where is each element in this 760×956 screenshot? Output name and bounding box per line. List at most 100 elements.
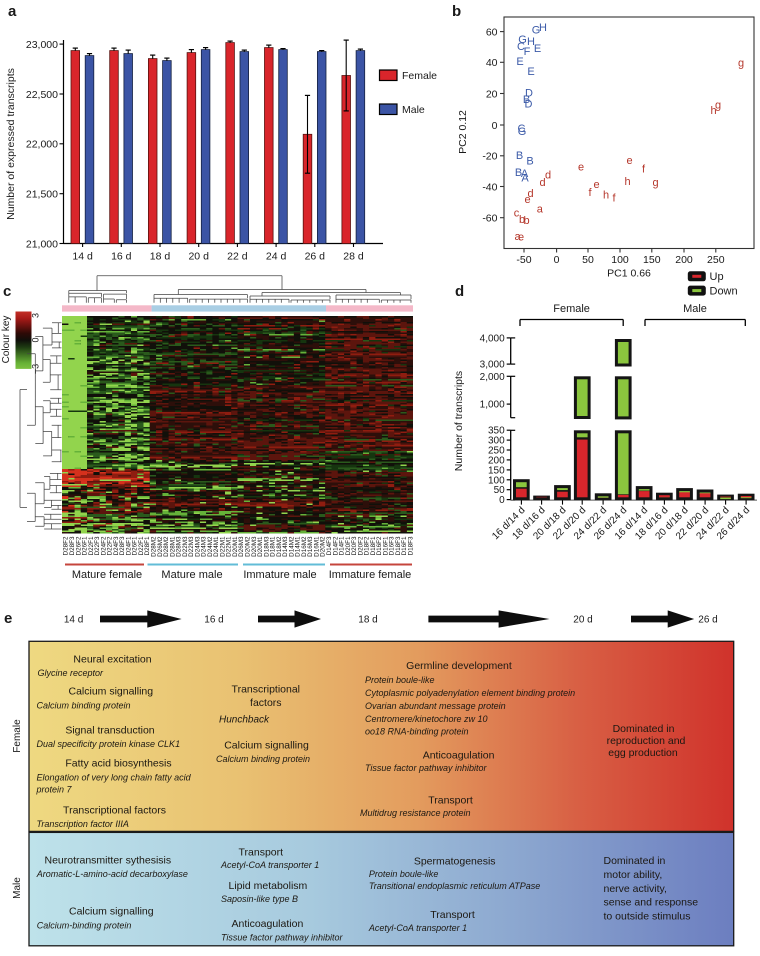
svg-text:Saposin-like type B: Saposin-like type B [221, 894, 298, 904]
svg-text:40: 40 [486, 57, 498, 69]
svg-text:Transport: Transport [428, 795, 473, 807]
svg-text:21,000: 21,000 [26, 238, 58, 250]
svg-text:Female: Female [553, 303, 590, 315]
svg-text:Centromere/kinetochore zw 10: Centromere/kinetochore zw 10 [365, 714, 488, 724]
svg-text:60: 60 [486, 26, 498, 38]
svg-text:Signal transduction: Signal transduction [65, 725, 154, 737]
svg-text:g: g [738, 57, 744, 69]
svg-text:2,000: 2,000 [480, 372, 505, 383]
svg-text:Male: Male [12, 877, 23, 899]
svg-text:F: F [524, 46, 531, 58]
svg-text:150: 150 [643, 254, 661, 266]
svg-text:h: h [624, 176, 630, 188]
svg-text:Lipid metabolism: Lipid metabolism [229, 880, 308, 892]
svg-text:Immature male: Immature male [243, 569, 316, 581]
svg-text:Colour key: Colour key [1, 316, 12, 364]
svg-text:Glycine receptor: Glycine receptor [38, 668, 105, 678]
svg-text:PC2 0.12: PC2 0.12 [457, 110, 469, 154]
svg-text:Up: Up [710, 271, 724, 283]
svg-text:Calcium binding protein: Calcium binding protein [37, 701, 131, 711]
svg-text:Multidrug resistance protein: Multidrug resistance protein [360, 808, 471, 818]
svg-text:20 d: 20 d [188, 251, 209, 263]
svg-text:Spermatogenesis: Spermatogenesis [414, 856, 496, 868]
svg-text:Number of expressed transcript: Number of expressed transcripts [5, 68, 17, 220]
svg-text:18 d: 18 d [150, 251, 171, 263]
svg-text:3: 3 [31, 313, 41, 318]
svg-text:Ovarian abundant message prote: Ovarian abundant message protein [365, 701, 506, 711]
svg-text:-40: -40 [482, 181, 497, 193]
svg-text:factors: factors [250, 697, 282, 709]
svg-text:oo18 RNA-binding protein: oo18 RNA-binding protein [365, 727, 469, 737]
svg-text:D: D [525, 98, 533, 110]
svg-text:d: d [539, 177, 545, 189]
svg-text:Elongation of very long chain: Elongation of very long chain fatty acid [37, 773, 192, 783]
svg-text:h: h [603, 189, 609, 201]
svg-text:B: B [526, 155, 533, 167]
svg-text:Protein boule-like: Protein boule-like [365, 675, 435, 685]
svg-text:22,000: 22,000 [26, 139, 58, 151]
svg-text:14 d: 14 d [64, 615, 83, 626]
svg-text:-20: -20 [482, 151, 497, 163]
svg-text:0: 0 [31, 337, 41, 342]
svg-text:a: a [537, 203, 544, 215]
svg-text:e: e [593, 179, 599, 191]
svg-text:to outside stimulus: to outside stimulus [604, 911, 691, 923]
svg-text:0: 0 [499, 495, 505, 506]
svg-text:300: 300 [488, 436, 505, 447]
svg-text:d: d [545, 169, 551, 181]
svg-text:22,500: 22,500 [26, 89, 58, 101]
svg-text:26 d: 26 d [305, 251, 326, 263]
svg-text:B: B [516, 150, 523, 162]
svg-text:18 d: 18 d [358, 615, 377, 626]
svg-text:e: e [518, 231, 524, 243]
svg-text:Anticoagulation: Anticoagulation [231, 918, 303, 930]
svg-text:350: 350 [488, 426, 505, 437]
svg-text:A: A [521, 172, 529, 184]
svg-text:Neurotransmitter sythesisis: Neurotransmitter sythesisis [44, 855, 171, 867]
svg-text:Tissue factor pathway inhibito: Tissue factor pathway inhibitor [221, 933, 343, 943]
svg-text:250: 250 [707, 254, 725, 266]
svg-text:-60: -60 [482, 213, 497, 225]
svg-text:22 d: 22 d [227, 251, 248, 263]
svg-text:Calcium-binding protein: Calcium-binding protein [37, 921, 132, 931]
svg-text:Female: Female [12, 719, 23, 753]
svg-text:24 d: 24 d [266, 251, 287, 263]
svg-text:-50: -50 [516, 254, 531, 266]
svg-text:Transcription factor IIIA: Transcription factor IIIA [37, 819, 129, 829]
svg-text:Transitional endoplasmic retic: Transitional endoplasmic reticulum ATPas… [369, 881, 540, 891]
svg-text:Anticoagulation: Anticoagulation [423, 750, 495, 762]
svg-text:50: 50 [494, 485, 506, 496]
svg-text:e: e [524, 194, 530, 206]
svg-text:Male: Male [402, 104, 425, 116]
svg-text:G: G [518, 126, 527, 138]
svg-text:150: 150 [488, 465, 505, 476]
svg-text:E: E [516, 56, 523, 68]
svg-text:Immature female: Immature female [329, 569, 412, 581]
svg-text:4,000: 4,000 [480, 333, 505, 344]
svg-text:Calcium signalling: Calcium signalling [68, 686, 153, 698]
svg-text:Neural excitation: Neural excitation [73, 654, 151, 666]
svg-text:50: 50 [582, 254, 594, 266]
svg-text:3,000: 3,000 [480, 360, 505, 371]
svg-text:100: 100 [611, 254, 629, 266]
svg-text:200: 200 [675, 254, 693, 266]
svg-text:Tissue factor pathway inhibito: Tissue factor pathway inhibitor [365, 763, 487, 773]
svg-text:g: g [652, 177, 658, 189]
svg-text:Protein boule-like: Protein boule-like [369, 869, 439, 879]
svg-text:PC1 0.66: PC1 0.66 [607, 268, 651, 280]
svg-text:21,500: 21,500 [26, 189, 58, 201]
svg-text:28 d: 28 d [343, 251, 364, 263]
svg-text:16 d: 16 d [111, 251, 132, 263]
svg-text:e: e [4, 610, 12, 627]
svg-text:200: 200 [488, 455, 505, 466]
svg-text:b: b [452, 3, 461, 20]
svg-text:Down: Down [710, 285, 738, 297]
svg-text:e: e [626, 155, 632, 167]
svg-text:Calcium signalling: Calcium signalling [224, 740, 309, 752]
svg-text:Hunchback: Hunchback [219, 715, 270, 726]
svg-text:Aromatic-L-amino-acid decarbox: Aromatic-L-amino-acid decarboxylase [36, 869, 188, 879]
svg-text:reproduction and: reproduction and [607, 735, 686, 747]
svg-text:Dual specificity protein kinas: Dual specificity protein kinase CLK1 [37, 739, 181, 749]
svg-text:0: 0 [492, 120, 498, 132]
svg-text:Mature male: Mature male [161, 569, 222, 581]
